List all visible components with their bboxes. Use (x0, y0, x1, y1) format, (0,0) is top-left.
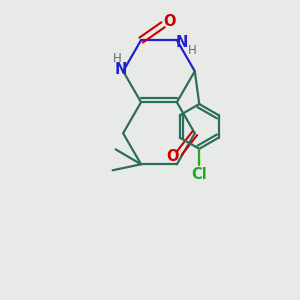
Text: N: N (175, 35, 188, 50)
Text: Cl: Cl (191, 167, 207, 182)
Text: H: H (188, 44, 197, 57)
Text: H: H (113, 52, 122, 65)
Text: O: O (167, 149, 179, 164)
Text: N: N (115, 62, 127, 77)
Text: O: O (164, 14, 176, 29)
